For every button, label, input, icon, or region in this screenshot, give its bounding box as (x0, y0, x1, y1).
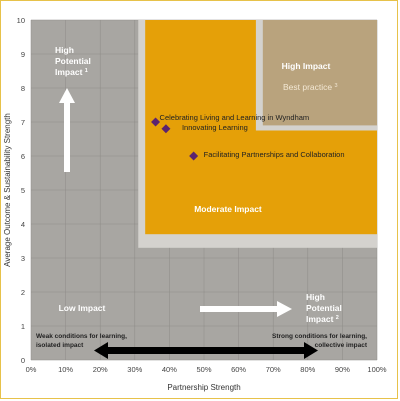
y-tick-label: 8 (21, 84, 25, 93)
high-impact-zone (262, 20, 377, 126)
x-tick-label: 20% (93, 365, 108, 374)
high-potential-impact-vertical-label: High (55, 45, 74, 55)
double-arrow-right-head (304, 342, 318, 359)
right-arrow-head (277, 301, 292, 317)
y-tick-label: 0 (21, 356, 25, 365)
double-arrow-icon (94, 342, 318, 359)
y-axis-ticks: 0 1 2 3 4 5 6 7 8 9 10 (17, 16, 25, 365)
double-arrow-shaft (106, 347, 306, 354)
y-tick-label: 9 (21, 50, 25, 59)
weak-conditions-label-line1: Weak conditions for learning, (36, 333, 127, 340)
y-tick-label: 3 (21, 254, 25, 263)
x-axis-ticks: 0% 10% 20% 30% 40% 50% 60% 70% 80% 90% 100% (26, 365, 387, 374)
best-practice-label: Best practice 3 (283, 82, 338, 92)
y-tick-label: 7 (21, 118, 25, 127)
right-arrow-shaft (200, 306, 278, 312)
weak-conditions-label-line2: isolated impact (36, 342, 84, 349)
up-arrow-head (59, 88, 75, 103)
x-tick-label: 90% (335, 365, 350, 374)
x-tick-label: 40% (162, 365, 177, 374)
y-tick-label: 4 (21, 220, 25, 229)
high-impact-label: High Impact (282, 61, 331, 71)
double-arrow-left-head (94, 342, 108, 359)
moderate-impact-label: Moderate Impact (194, 204, 262, 214)
data-point-marker (189, 151, 199, 161)
data-points: Celebrating Living and Learning in Wyndh… (151, 113, 345, 161)
x-axis-title: Partnership Strength (167, 383, 240, 392)
y-tick-label: 6 (21, 152, 25, 161)
data-point-label: Facilitating Partnerships and Collaborat… (204, 150, 345, 159)
strong-conditions-label-line2: collective impact (315, 342, 368, 349)
x-tick-label: 100% (367, 365, 387, 374)
data-point-label: Innovating Learning (182, 123, 248, 132)
x-tick-label: 10% (58, 365, 73, 374)
data-point-marker (151, 117, 161, 127)
x-tick-label: 0% (26, 365, 37, 374)
y-tick-label: 5 (21, 186, 25, 195)
y-tick-label: 1 (21, 322, 25, 331)
low-impact-label: Low Impact (59, 303, 106, 313)
high-potential-impact-vertical-label-line2: Potential Impact 1 (55, 56, 91, 77)
strong-conditions-label-line1: Strong conditions for learning, (272, 333, 367, 340)
up-arrow-icon (59, 88, 75, 172)
data-point-marker (161, 124, 171, 134)
data-point-label: Celebrating Living and Learning in Wyndh… (160, 113, 310, 122)
x-tick-label: 30% (127, 365, 142, 374)
high-potential-impact-horizontal-label: High (306, 292, 325, 302)
y-tick-label: 2 (21, 288, 25, 297)
x-tick-label: 70% (266, 365, 281, 374)
y-axis-title: Average Outcome & Sustainability Strengt… (3, 113, 12, 267)
up-arrow-shaft (64, 102, 70, 172)
x-tick-label: 50% (196, 365, 211, 374)
high-potential-impact-horizontal-label-line2: Potential Impact 2 (306, 303, 342, 324)
y-tick-label: 10 (17, 16, 25, 25)
x-tick-label: 80% (300, 365, 315, 374)
right-arrow-icon (200, 301, 292, 317)
x-tick-label: 60% (231, 365, 246, 374)
